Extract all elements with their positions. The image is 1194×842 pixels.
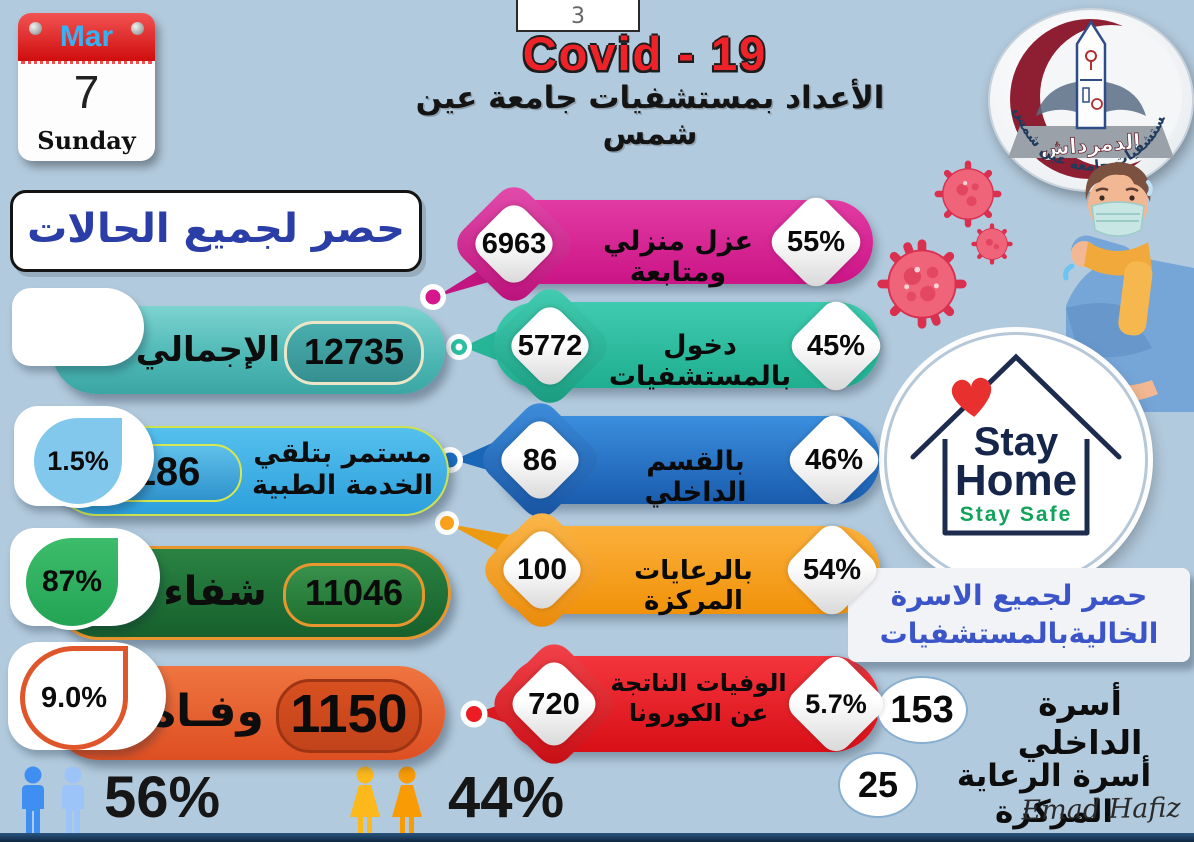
ribbon-recovered-label: شفاء	[163, 569, 267, 615]
ribbon-deaths-value: 1150	[276, 679, 422, 753]
inpatient-beds-value: 153	[876, 676, 968, 744]
icu-beds-label: أسرة الرعاية المركزة	[956, 758, 1152, 830]
calendar-widget: Mar 7 Sunday	[18, 13, 155, 161]
bubble-covid-deaths-label-line2: عن الكورونا	[628, 699, 769, 727]
calendar-rivet-icon	[29, 22, 42, 35]
bubble-covid-deaths-value: 720	[528, 686, 580, 721]
bubble-icu-percent-diamond: 54%	[781, 519, 883, 621]
stay-safe-line: Stay Safe	[960, 503, 1073, 526]
bubble-admissions-value-diamond: 5772	[504, 300, 596, 392]
hospital-logo: الدمرداش مستشفيات جامعة عين شمس	[985, 0, 1194, 192]
ribbon-total-flag	[12, 288, 144, 366]
ribbon-recovered-value: 11046	[283, 563, 425, 627]
ribbon-under-care-label-line2: الخدمة الطبية	[251, 470, 434, 501]
ribbon-recovered-badge: 87%	[22, 534, 122, 630]
ribbon-under-care-badge: 1.5%	[30, 414, 126, 508]
female-figures-icon	[350, 766, 422, 834]
bubble-admissions-value: 5772	[517, 329, 583, 362]
bubble-inpatient-label: بالقسم الداخلي	[644, 446, 747, 508]
bubble-icu-value-diamond: 100	[496, 524, 588, 616]
page-title: Covid - 19	[522, 27, 768, 80]
bubble-home-isolation-value: 6963	[481, 227, 547, 260]
ribbon-total-value: 12735	[284, 321, 424, 385]
ribbon-deaths-label: وفـاة	[150, 686, 264, 737]
bubble-covid-deaths-value-diamond: 720	[505, 655, 603, 753]
bubble-icu-percent: 54%	[802, 553, 862, 586]
female-percent: 44%	[448, 765, 565, 830]
bottom-bar	[0, 833, 1194, 842]
calendar-day: 7	[73, 66, 100, 118]
virus-icon	[934, 160, 1002, 228]
virus-icon	[877, 239, 967, 329]
bubble-admissions-label: دخول بالمستشفيات	[608, 330, 792, 392]
calendar-rivet-icon	[131, 22, 144, 35]
bubble-inpatient-percent-diamond: 46%	[783, 409, 885, 511]
bubble-icu-label: بالرعايات المركزة	[634, 556, 753, 616]
ribbon-under-care-label: مستمر بتلقي الخدمة الطبية	[250, 438, 435, 502]
male-percent: 56%	[104, 765, 221, 830]
page-subtitle: الأعداد بمستشفيات جامعة عين شمس	[415, 80, 885, 152]
bubble-home-isolation-value-diamond: 6963	[468, 198, 560, 290]
calendar-weekday: Sunday	[37, 126, 136, 155]
bubble-home-isolation-label: عزل منزلي ومتابعة	[602, 226, 754, 288]
stay-home-house-icon: Stay Home Stay Safe	[910, 353, 1122, 536]
free-beds-header-box: حصر لجميع الاسرة الخاليةبالمستشفيات	[848, 568, 1190, 662]
ribbon-total-label: الإجمالي	[135, 330, 280, 370]
hospital-crest-icon: الدمرداش مستشفيات جامعة عين شمس	[985, 0, 1182, 179]
virus-icon	[971, 223, 1013, 265]
bubble-home-isolation-percent: 55%	[786, 225, 846, 258]
bubble-icu-value: 100	[516, 553, 568, 586]
stay-home-line1: Stay	[974, 420, 1059, 464]
page-number-box: 3	[516, 0, 640, 32]
inpatient-beds-label: أسرة الداخلي	[1017, 684, 1143, 762]
ribbon-deaths-badge: 9.0%	[20, 646, 128, 750]
calendar-header: Mar	[18, 13, 155, 64]
stay-home-sticker: Stay Home Stay Safe	[884, 332, 1148, 588]
bubble-covid-deaths-percent: 5.7%	[805, 688, 867, 719]
bubble-admissions-percent-diamond: 45%	[785, 295, 887, 397]
bubble-covid-deaths-percent-diamond: 5.7%	[782, 650, 890, 758]
calendar-month: Mar	[59, 20, 114, 53]
bubble-inpatient-value-diamond: 86	[494, 414, 586, 506]
bubble-admissions-percent: 45%	[806, 329, 866, 362]
all-cases-header-label: حصر لجميع الحالات	[27, 206, 405, 252]
bubble-covid-deaths-label: الوفيات الناتجة عن الكورونا	[606, 668, 791, 728]
bubble-inpatient-percent: 46%	[804, 443, 864, 476]
free-beds-title-line1: حصر لجميع الاسرة	[890, 579, 1148, 612]
male-figures-icon	[22, 766, 84, 836]
icu-beds-value: 25	[838, 752, 918, 818]
page-number: 3	[571, 4, 585, 29]
bubble-covid-deaths-label-line1: الوفيات الناتجة	[610, 669, 787, 697]
stay-home-line2: Home	[955, 456, 1077, 505]
ribbon-under-care-label-line1: مستمر بتلقي	[253, 438, 432, 469]
free-beds-title-line2: الخاليةبالمستشفيات	[879, 617, 1159, 650]
bubble-inpatient-value: 86	[522, 442, 558, 477]
bubble-home-isolation-percent-diamond: 55%	[765, 191, 867, 293]
all-cases-header-box: حصر لجميع الحالات	[10, 190, 422, 272]
